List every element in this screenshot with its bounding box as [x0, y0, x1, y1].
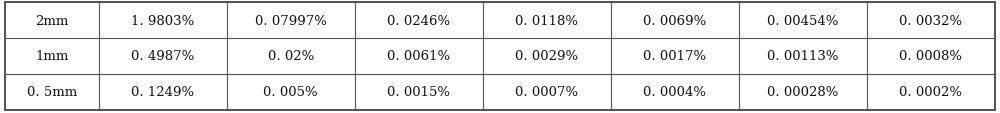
Text: 0. 0008%: 0. 0008%: [899, 50, 962, 63]
Text: 0. 0002%: 0. 0002%: [899, 85, 962, 98]
Text: 2mm: 2mm: [35, 15, 69, 28]
Text: 0. 0246%: 0. 0246%: [387, 15, 450, 28]
Text: 0. 0032%: 0. 0032%: [899, 15, 963, 28]
Text: 0. 00028%: 0. 00028%: [767, 85, 839, 98]
Text: 0. 02%: 0. 02%: [268, 50, 314, 63]
Text: 0. 0017%: 0. 0017%: [643, 50, 706, 63]
Text: 0. 07997%: 0. 07997%: [255, 15, 327, 28]
Text: 0. 0004%: 0. 0004%: [643, 85, 706, 98]
Text: 0. 5mm: 0. 5mm: [27, 85, 77, 98]
Text: 0. 0029%: 0. 0029%: [515, 50, 578, 63]
Text: 0. 0015%: 0. 0015%: [387, 85, 450, 98]
Text: 0. 1249%: 0. 1249%: [131, 85, 194, 98]
Text: 1mm: 1mm: [35, 50, 69, 63]
Text: 0. 00113%: 0. 00113%: [767, 50, 839, 63]
Text: 1. 9803%: 1. 9803%: [131, 15, 194, 28]
Text: 0. 0069%: 0. 0069%: [643, 15, 706, 28]
Text: 0. 4987%: 0. 4987%: [131, 50, 194, 63]
Text: 0. 005%: 0. 005%: [263, 85, 318, 98]
Text: 0. 00454%: 0. 00454%: [767, 15, 839, 28]
Text: 0. 0118%: 0. 0118%: [515, 15, 578, 28]
Text: 0. 0007%: 0. 0007%: [515, 85, 578, 98]
Text: 0. 0061%: 0. 0061%: [387, 50, 450, 63]
